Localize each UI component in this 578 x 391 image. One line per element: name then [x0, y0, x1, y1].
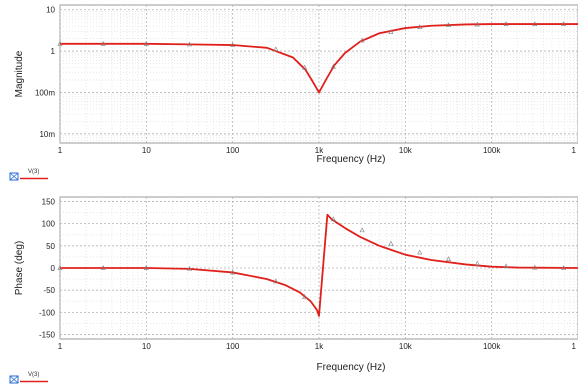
y-tick-label: 1	[51, 47, 56, 56]
x-tick-label: 1	[58, 146, 63, 155]
data-point-marker	[532, 264, 538, 270]
data-point-marker	[503, 263, 509, 269]
data-point-marker	[474, 21, 480, 27]
y-tick-label: -100	[39, 308, 56, 317]
data-point-marker	[388, 29, 394, 34]
data-point-marker	[417, 249, 423, 255]
data-point-marker	[330, 216, 336, 222]
y-tick-label: -150	[39, 331, 56, 340]
x-tick-label: 1k	[315, 146, 324, 155]
x-tick-label: 100	[226, 342, 240, 351]
data-point-marker	[100, 40, 106, 46]
y-tick-label: 10	[46, 6, 55, 15]
x-tick-label: 10	[142, 342, 151, 351]
data-point-marker	[359, 37, 365, 43]
legend-probe-icon	[9, 172, 19, 181]
data-point-marker	[57, 40, 63, 46]
x-tick-label: 10	[142, 146, 151, 155]
y-tick-label: -50	[43, 286, 55, 295]
x-tick-label: 100k	[483, 146, 501, 155]
y-tick-label: 0	[51, 264, 56, 273]
x-tick-label: 1	[572, 342, 577, 351]
data-point-marker	[302, 64, 308, 70]
data-point-marker	[359, 227, 365, 233]
data-point-marker	[186, 41, 192, 47]
y-axis-title: Phase (deg)	[14, 241, 25, 295]
data-point-marker	[561, 21, 567, 26]
x-tick-label: 1	[572, 146, 577, 155]
data-point-marker	[561, 265, 567, 270]
data-point-marker	[446, 256, 451, 262]
data-point-marker	[143, 265, 149, 270]
data-point-marker	[230, 269, 236, 275]
x-tick-label: 100	[226, 146, 240, 155]
data-point-marker	[503, 21, 509, 26]
data-point-marker	[330, 63, 336, 69]
data-point-marker	[474, 260, 480, 266]
data-point-marker	[302, 293, 308, 299]
legend-probe-icon	[9, 375, 19, 384]
legend-label: V(3)	[28, 169, 39, 175]
x-tick-label: 1k	[315, 342, 324, 351]
data-point-marker	[417, 24, 423, 29]
y-axis-title: Magnitude	[14, 50, 25, 97]
data-point-marker	[100, 265, 106, 270]
data-point-marker	[186, 266, 192, 271]
y-tick-label: 50	[46, 242, 55, 251]
y-tick-label: 100	[42, 220, 56, 229]
x-tick-label: 10k	[399, 342, 413, 351]
x-axis-title: Frequency (Hz)	[317, 362, 386, 373]
data-point-marker	[143, 40, 149, 46]
x-tick-label: 1	[58, 342, 63, 351]
data-point-marker	[388, 240, 394, 246]
data-point-marker	[273, 278, 279, 284]
y-tick-label: 100m	[35, 88, 55, 97]
legend-probe-icon-cross	[9, 375, 19, 384]
data-point-marker	[57, 265, 63, 270]
series-line	[60, 213, 578, 317]
data-point-marker	[532, 21, 538, 26]
x-tick-label: 10k	[399, 146, 413, 155]
x-axis-title: Frequency (Hz)	[317, 154, 386, 165]
legend-probe-icon-cross	[9, 172, 19, 181]
series-line	[60, 23, 578, 94]
x-tick-label: 100k	[483, 342, 501, 351]
data-point-marker	[230, 42, 236, 47]
data-point-marker	[273, 46, 279, 52]
y-tick-label: 10m	[39, 130, 55, 139]
data-point-marker	[446, 22, 451, 27]
legend-label: V(3)	[28, 372, 39, 378]
y-tick-label: 150	[42, 197, 56, 206]
